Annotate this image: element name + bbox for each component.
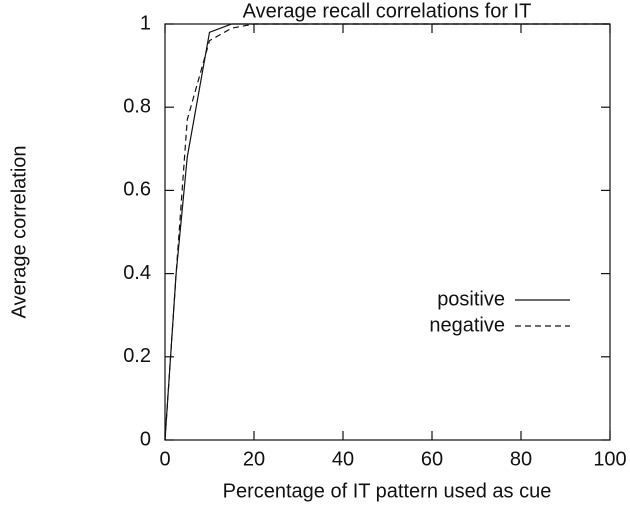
x-tick-label: 20 (243, 448, 265, 470)
y-axis-label: Average correlation (8, 145, 30, 318)
y-tick-label: 1 (140, 12, 151, 34)
x-tick-label: 80 (510, 448, 532, 470)
chart-title: Average recall correlations for IT (243, 0, 532, 22)
y-tick-label: 0.4 (123, 262, 151, 284)
x-tick-label: 100 (593, 448, 626, 470)
x-tick-label: 60 (421, 448, 443, 470)
legend-label: positive (437, 288, 505, 310)
y-tick-label: 0.2 (123, 345, 151, 367)
plot-frame (164, 23, 611, 441)
x-axis-label: Percentage of IT pattern used as cue (223, 480, 552, 502)
y-tick-label: 0 (140, 428, 151, 450)
series-line (164, 23, 610, 441)
legend-label: negative (429, 314, 505, 336)
y-tick-label: 0.6 (123, 179, 151, 201)
x-tick-label: 0 (159, 448, 170, 470)
x-tick-label: 40 (332, 448, 354, 470)
y-tick-label: 0.8 (123, 95, 151, 117)
series-line (164, 23, 610, 441)
